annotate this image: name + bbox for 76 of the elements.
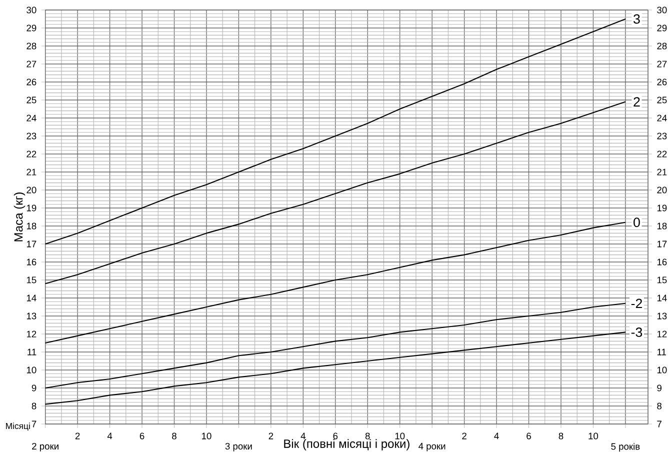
y-tick-label: 22 <box>26 150 36 158</box>
text: Місяці <box>6 422 30 431</box>
line-series <box>44 302 626 389</box>
y-tick-label: 24 <box>26 114 36 122</box>
y2-tick-label: 17 <box>657 240 667 248</box>
series-label: 2 <box>634 97 640 106</box>
x-axis-title: Вік (повні місяці і роки) <box>284 439 410 450</box>
y-tick-label: 20 <box>26 186 36 194</box>
series-label: -3 <box>631 327 642 337</box>
y2-tick-label: 7 <box>657 420 662 428</box>
y-tick-label: 28 <box>26 42 36 50</box>
y-tick-label: 17 <box>26 240 36 248</box>
y-tick-label: 25 <box>26 96 36 104</box>
x-tick-label: 8 <box>172 432 176 440</box>
y2-tick-label: 22 <box>657 150 667 158</box>
x-tick-label: 4 <box>107 432 112 440</box>
series-label: -2 <box>631 298 642 308</box>
x-tick-label: 6 <box>140 432 144 440</box>
y2-tick-label: 29 <box>657 24 667 32</box>
y-axis-title: Маса (кг) <box>14 192 26 242</box>
text: 5 років <box>611 442 640 452</box>
x-tick-label: 8 <box>365 432 370 440</box>
y2-tick-label: 20 <box>657 186 667 194</box>
x-tick-label: 4 <box>300 432 306 440</box>
y2-tick-label: 23 <box>657 132 667 140</box>
y-tick-label: 19 <box>26 204 36 212</box>
x-tick-label: 10 <box>588 432 598 440</box>
x-tick-label: 2 <box>462 432 466 440</box>
y-tick-label: 15 <box>26 276 36 284</box>
y2-tick-label: 25 <box>657 96 667 104</box>
y2-tick-label: 26 <box>657 78 667 86</box>
y-tick-label: 7 <box>32 420 36 428</box>
y-tick-label: 18 <box>26 222 36 230</box>
x-tick-label: 2 <box>75 432 80 440</box>
y2-tick-label: 24 <box>657 114 667 122</box>
text: 4 роки <box>418 442 446 452</box>
text: 2 роки <box>32 442 58 452</box>
x-tick-label: 4 <box>494 432 499 440</box>
series-label: 3 <box>634 14 640 24</box>
y-tick-label: 21 <box>26 168 36 176</box>
y2-tick-label: 27 <box>657 60 667 68</box>
x-tick-label: 8 <box>558 432 564 440</box>
y2-tick-label: 14 <box>657 294 667 302</box>
x-tick-label: 6 <box>526 432 531 440</box>
y-tick-label: 29 <box>26 24 36 32</box>
y2-tick-label: 13 <box>657 312 667 320</box>
x-tick-label: 6 <box>333 432 338 440</box>
y2-tick-label: 30 <box>657 6 667 14</box>
y2-tick-label: 9 <box>657 384 662 392</box>
series-label: 0 <box>634 218 640 228</box>
text: 3 роки <box>225 442 252 452</box>
y2-tick-label: 21 <box>657 168 667 176</box>
y-tick-label: 27 <box>26 60 36 68</box>
y-tick-label: 11 <box>28 348 36 356</box>
y-tick-label: 30 <box>26 6 36 14</box>
y-tick-label: 13 <box>26 312 36 320</box>
y2-tick-label: 15 <box>657 276 667 284</box>
y-tick-label: 14 <box>26 294 36 302</box>
y-tick-label: 12 <box>26 330 36 338</box>
x-tick-label: 10 <box>395 432 405 440</box>
y-tick-label: 10 <box>26 366 36 374</box>
x-tick-label: 10 <box>202 432 212 440</box>
y-tick-label: 8 <box>32 402 36 410</box>
y-tick-label: 16 <box>26 258 36 266</box>
y2-tick-label: 8 <box>657 402 662 410</box>
y2-tick-label: 19 <box>657 204 667 212</box>
y2-tick-label: 18 <box>657 222 667 230</box>
x-tick-label: 2 <box>268 432 274 440</box>
y2-tick-label: 16 <box>657 258 667 266</box>
y2-tick-label: 11 <box>657 348 666 356</box>
y-tick-label: 26 <box>26 78 36 86</box>
y2-tick-label: 12 <box>657 330 667 338</box>
y2-tick-label: 28 <box>657 42 667 50</box>
y-tick-label: 9 <box>32 384 36 392</box>
y-tick-label: 23 <box>26 132 36 140</box>
y2-tick-label: 10 <box>657 366 667 374</box>
